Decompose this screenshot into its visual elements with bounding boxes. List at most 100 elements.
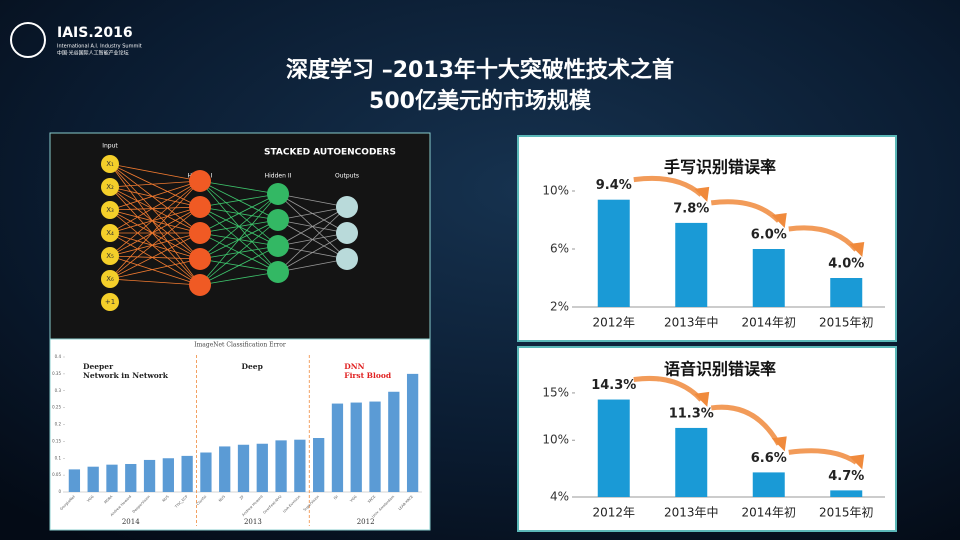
neuron (336, 248, 358, 270)
neuron (189, 222, 211, 244)
bar (237, 444, 250, 492)
neuron (267, 209, 289, 231)
value-label: 11.3% (669, 406, 714, 421)
bar (143, 459, 156, 492)
chart-title: 语音识别错误率 (664, 360, 776, 379)
y-tick-label: 0.35 (52, 371, 61, 376)
bar (313, 438, 325, 492)
layer-label: Outputs (335, 173, 359, 180)
input-label: X₆ (106, 275, 114, 283)
edge (199, 245, 279, 286)
annotation: Network in Network (83, 371, 169, 380)
bar (275, 440, 287, 492)
y-tick-label: 15% (542, 385, 569, 399)
x-tick-label: 2015年初 (819, 506, 874, 520)
y-tick-label: 0.2 (55, 422, 62, 427)
x-tick-label: 2012年 (592, 316, 635, 330)
value-label: 4.7% (828, 469, 864, 484)
edge (277, 258, 348, 273)
bar (162, 458, 174, 492)
bar (106, 464, 118, 492)
x-tick-label: 2012年 (592, 506, 635, 520)
edge (109, 206, 201, 257)
neuron (101, 293, 119, 311)
edge (109, 163, 201, 234)
y-tick-label: 0 (58, 489, 61, 494)
neuron (101, 178, 119, 196)
x-tick-label: MSRA (104, 494, 114, 504)
y-tick-label: 10% (542, 433, 569, 447)
slide-title: 500亿美元的市场规模 (369, 88, 592, 114)
chart-title: ImageNet Classification Error (194, 342, 286, 349)
bar (256, 443, 268, 492)
neuron (101, 247, 119, 265)
trend-arrow (788, 448, 858, 465)
x-tick-label: 2015年初 (819, 316, 874, 330)
edge (109, 180, 201, 211)
edge (199, 193, 279, 260)
neuron (267, 183, 289, 205)
edge (109, 206, 201, 211)
bar (369, 401, 381, 492)
bar (200, 452, 212, 492)
group-label: 2014 (122, 518, 140, 526)
x-tick-label: ISI (333, 495, 339, 501)
arrow-head (694, 186, 710, 202)
edge (277, 206, 348, 273)
x-tick-label: 2013年中 (664, 505, 719, 520)
neuron (189, 170, 211, 192)
input-label: X₅ (106, 252, 114, 260)
edge (109, 232, 201, 257)
neuron (189, 274, 211, 296)
bar (219, 446, 231, 492)
x-tick-label: NUS (162, 494, 171, 503)
edge (109, 255, 201, 286)
neuron (336, 222, 358, 244)
input-label: X₁ (106, 160, 114, 168)
x-tick-label: 2013年中 (664, 315, 719, 330)
input-label: X₂ (106, 183, 114, 191)
neuron (189, 196, 211, 218)
edge (109, 209, 201, 234)
x-tick-label: VGG (86, 494, 95, 503)
bar (388, 391, 400, 492)
input-label: +1 (105, 298, 115, 306)
neuron (267, 261, 289, 283)
neuron (101, 155, 119, 173)
edge (109, 180, 201, 280)
edge (109, 186, 201, 260)
x-tick-label: XRCE (367, 495, 376, 504)
edge (109, 278, 201, 286)
bar (87, 466, 99, 492)
neuron (189, 248, 211, 270)
y-tick-label: 0.4 (55, 354, 62, 359)
value-label: 14.3% (591, 378, 636, 393)
y-tick-label: 10% (542, 184, 569, 198)
value-label: 9.4% (596, 178, 632, 193)
bar (752, 472, 785, 497)
edge (109, 186, 201, 208)
edge (109, 186, 201, 286)
x-tick-label: Clarifai (196, 495, 208, 507)
edge (199, 271, 279, 286)
annotation: DNN (344, 362, 364, 371)
edge (109, 209, 201, 286)
logo-subtitle-cn: 中国·光谷国际人工智能产业论坛 (57, 50, 129, 57)
edge (109, 163, 201, 182)
logo-name: IAIS.2016 (57, 25, 133, 41)
edge (277, 193, 348, 208)
imagenet-panel (49, 338, 431, 531)
arrow-head (771, 213, 787, 228)
edge (277, 232, 348, 273)
bar (331, 403, 344, 492)
edge (109, 163, 201, 286)
arrow-head (849, 454, 865, 470)
bar (675, 427, 708, 497)
value-label: 6.6% (751, 451, 787, 466)
y-tick-label: 0.25 (52, 405, 61, 410)
bar (406, 373, 419, 492)
value-label: 4.0% (828, 257, 864, 272)
edge (199, 219, 279, 286)
